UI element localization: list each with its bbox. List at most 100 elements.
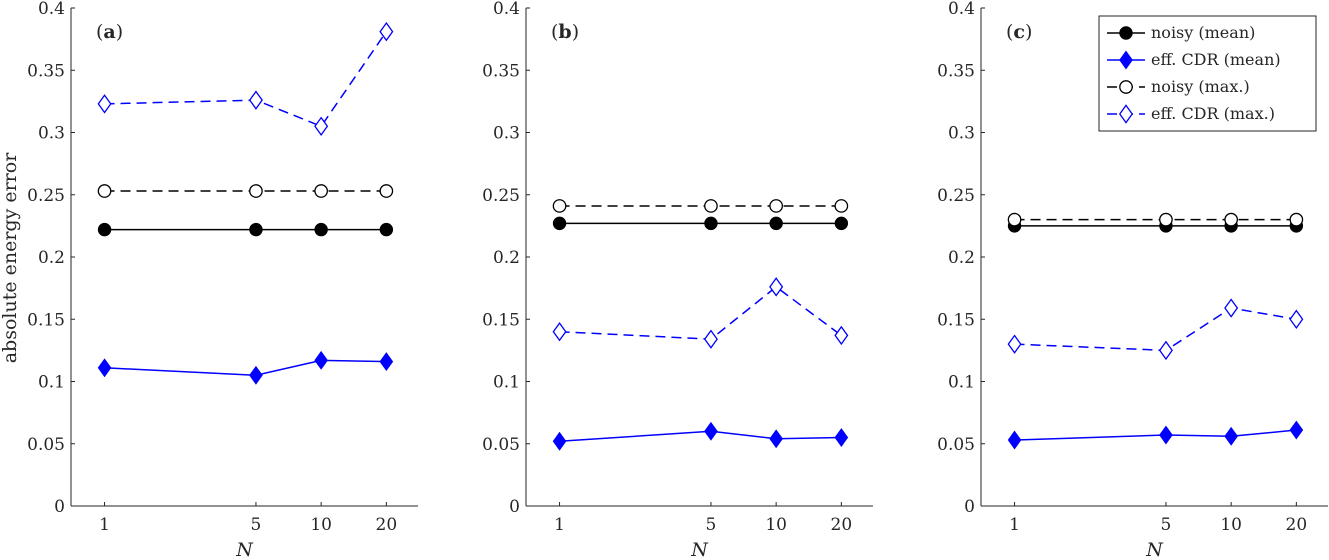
series-noisy-max [1007,212,1304,227]
data-point [314,116,329,136]
panel-a: 0 0.05 0.1 0.15 0.2 0.25 0.3 0.35 0.4 1 5 10 20 N (a) [27,0,418,560]
data-point [1224,212,1238,227]
y-tick-label: 0.15 [27,310,65,330]
x-tick-label: 10 [310,515,332,535]
series-line [559,430,842,443]
data-point [834,216,849,231]
series-noisy-mean [97,222,394,237]
y-tick-label: 0.15 [937,310,975,330]
data-point [834,325,849,346]
y-tick-label: 0.3 [38,124,65,144]
series-eff-cdr-max [1007,298,1304,361]
data-point [1159,425,1173,445]
data-point [314,350,328,370]
y-tick-label: 0 [509,497,520,517]
legend-marker [1119,26,1133,40]
panel-c: 0 0.05 0.1 0.15 0.2 0.25 0.3 0.35 0.4 1 5 10 20 N (c) [937,0,1328,560]
data-point [1289,212,1304,227]
data-point [552,321,567,342]
data-point [249,184,263,198]
legend-marker [1119,50,1133,70]
data-point [1159,212,1173,227]
series-line [1014,307,1297,352]
y-tick-label: 0.05 [482,435,520,455]
y-tick-label: 0.3 [493,124,520,144]
series-noisy-max [552,199,849,213]
x-tick-label: 10 [1220,515,1242,535]
x-tick-label: 20 [831,515,853,535]
x-tick-label: 5 [251,515,262,535]
y-tick-label: 0.4 [948,0,975,19]
legend-entry: eff. CDR (max.) [1107,104,1275,124]
series-noisy-mean [552,216,849,231]
legend-entry: noisy (max.) [1107,77,1250,96]
data-point [1158,340,1173,361]
data-point [704,421,718,441]
series-line [559,285,842,340]
legend-marker [1119,80,1133,94]
data-point [97,222,112,237]
x-tick-label: 1 [554,515,565,535]
y-tick-label: 0.2 [493,248,520,268]
y-tick-label: 0.25 [937,186,975,206]
data-point [769,429,783,449]
y-tick-label: 0.4 [38,0,65,19]
series-noisy-max [97,184,394,198]
x-axis-label: N [235,539,254,560]
data-point [769,199,783,213]
data-point [379,184,394,198]
data-point [1007,212,1022,227]
data-point [249,365,263,385]
y-tick-label: 0.25 [27,186,65,206]
series-line [104,31,387,128]
series-line [104,359,387,377]
data-point [704,199,718,213]
data-point [769,277,784,297]
legend-marker [1118,104,1134,124]
series-noisy-mean [1007,219,1304,233]
data-point [834,428,849,447]
panel-label: (b) [551,21,579,43]
y-tick-label: 0.1 [948,373,975,393]
panels: 0 0.05 0.1 0.15 0.2 0.25 0.3 0.3 5 0.4 1 5 10 20 N (a) 0… [27,0,1328,560]
legend-entry: noisy (mean) [1107,23,1255,42]
data-point [314,184,328,198]
data-point [379,352,394,372]
data-point [97,358,112,378]
y-tick-label: 0.3 [948,124,975,144]
x-tick-label: 1 [1009,515,1020,535]
series-eff-cdr-mean [1007,420,1304,450]
data-point [552,216,567,231]
legend-box [1098,15,1317,132]
data-point [769,216,783,231]
data-point [1007,430,1022,450]
series-eff-cdr-max [97,21,394,136]
data-point [1224,426,1238,446]
panel-label: (c) [1006,21,1032,43]
y-tick-label: 0.05 [27,435,65,455]
series-eff-cdr-mean [552,421,849,451]
x-tick-label: 20 [376,515,398,535]
data-point [97,94,112,114]
data-point [552,199,567,213]
data-point [1289,309,1304,329]
data-point [249,222,263,237]
series-eff-cdr-mean [97,350,394,385]
x-tick-label: 5 [1161,515,1172,535]
panel-b: 0 0.05 0.1 0.15 0.2 0.25 0.3 0.35 0.4 1 5 10 20 N (b) [482,0,873,560]
y-tick-label: 0.05 [937,435,975,455]
legend-entry: eff. CDR (mean) [1107,50,1281,70]
y-tick-label: 0.15 [482,310,520,330]
legend-label: eff. CDR (mean) [1151,50,1281,69]
panel-label: (a) [96,21,123,43]
data-point [97,184,112,198]
x-axis-label: N [690,539,709,560]
data-point [834,199,849,213]
data-point [248,90,263,110]
y-tick-label: 0.25 [482,186,520,206]
data-point [1224,298,1239,318]
legend-label: noisy (max.) [1151,77,1250,96]
series-line [1014,429,1297,441]
legend-label: eff. CDR (max.) [1151,104,1275,123]
